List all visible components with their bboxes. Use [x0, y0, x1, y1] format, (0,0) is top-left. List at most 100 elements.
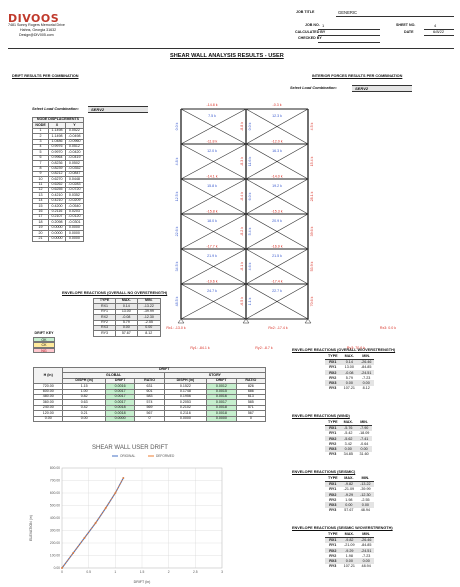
table-cell: RX3 [325, 446, 341, 452]
table-cell: RY1 [329, 365, 337, 370]
right-env-table-title: ENVELOPE REACTIONS (OVERALL W/OVERSTRENG… [292, 348, 396, 352]
chart-title: SHEAR WALL USER DRIFT [92, 445, 168, 451]
table-cell: RY1 [329, 431, 337, 436]
frame-brace-force: 18.0 k [207, 219, 217, 223]
table-cell: 57.67 [344, 508, 354, 513]
frame-column-force: 4.5 k [310, 122, 314, 130]
right-env-header: MIN. [355, 420, 373, 426]
right-env-table: TYPE MAX. MIN. RX1 0.14 -26.46 RY1 13.00 -84.85 R… [325, 354, 375, 391]
table-cell: 0.00 [357, 558, 375, 564]
chart-point [61, 567, 63, 569]
frame-brace-force: 16.3 k [272, 149, 282, 153]
frame-column-force: 15.4 k [310, 156, 314, 166]
frame-brace-force: 19.2 k [272, 184, 282, 188]
right-env-row: RX2 -9.29 -12.30 [325, 491, 374, 498]
drift-section-title: DRIFT RESULTS PER COMBINATION [12, 74, 79, 78]
table-cell: 13.00 [344, 365, 354, 370]
drift-chart: SHEAR WALL USER DRIFT ORIGINAL DEFORMED 0… [29, 445, 223, 584]
date-value: 6/8/22 [433, 29, 445, 34]
right-env-table: TYPE MAX. MIN. RX1 -5.76 -7.90 RY1 -5.42 -18.09 R… [325, 420, 373, 457]
right-env-header: MIN. [357, 354, 375, 360]
frame-beam-force: -12.0 k [272, 140, 283, 144]
frame-top-force: -14.8 k [207, 103, 218, 107]
table-cell: 0.00 [340, 380, 358, 386]
node-table-row: 21 0.0000 0.0000 [31, 235, 85, 243]
frame-brace-force: 12.0 k [207, 149, 217, 153]
chart-ytick-label: 800.00 [50, 466, 60, 470]
chart-point [94, 522, 97, 524]
table-cell: RY3 [329, 508, 337, 513]
combo-select-left[interactable]: SERV2 [88, 106, 148, 113]
table-cell: 0.00 [355, 446, 373, 452]
frame-column-force: 6.0 k [248, 192, 252, 200]
right-env-header: MAX. [340, 354, 358, 360]
frame-brace [245, 178, 309, 215]
right-env-row: RY3 34.85 31.60 [325, 452, 372, 457]
table-cell: 0.0000 [163, 415, 208, 422]
table-cell: 0.00 [340, 558, 358, 564]
frame-brace [245, 213, 309, 250]
right-env-row: RY2 1.98 -7.23 [325, 553, 374, 558]
table-cell: -7.41 [355, 435, 373, 442]
table-cell: 1.98 [345, 553, 353, 558]
combo-select-right[interactable]: SERV2 [352, 85, 412, 92]
frame-column-force: 39.6 k [310, 226, 314, 236]
company-address-line2: Hahns, Georgia 31632 [20, 28, 57, 32]
drift-table-row: 120.00 0.21 0.0018 567 0.2116 0.0018 567 [32, 410, 267, 417]
table-cell: 8.12 [136, 330, 162, 337]
frame-column-force: 28.1 k [310, 191, 314, 201]
table-cell: -5.42 [344, 431, 353, 436]
table-cell: -84.85 [360, 365, 372, 370]
table-cell: 21 [31, 235, 50, 243]
frame-brace-force: 15.8 k [207, 184, 217, 188]
right-env-table-title: ENVELOPE REACTIONS (SEISMIC) [292, 470, 356, 474]
job-title-label: JOB TITLE [296, 10, 315, 14]
right-env-row: RY3 107.21 8.12 [325, 386, 374, 391]
table-cell: -18.09 [358, 431, 370, 436]
right-env-row: RY1 13.00 -84.85 [325, 365, 374, 370]
frame-beam-force: -11.8 k [207, 140, 218, 144]
frame-beam-force: -17.4 k [272, 280, 283, 284]
table-cell: -13.22 [357, 481, 374, 487]
table-cell: -26.46 [357, 537, 375, 543]
table-cell: -24.51 [357, 547, 375, 554]
right-env-header: TYPE [325, 532, 341, 538]
right-env-header: MAX. [340, 476, 358, 482]
frame-support [242, 318, 250, 324]
table-cell: 0.0000 [206, 415, 237, 422]
table-cell: -24.51 [357, 369, 375, 376]
table-cell: -9.82 [340, 537, 358, 543]
combo-select-left-value: SERV2 [91, 107, 105, 112]
frame-reaction-y: Ry3: 70.6 k [347, 346, 365, 350]
table-cell: 0.00 [357, 502, 374, 508]
chart-xtick-label: 0 [61, 570, 63, 574]
node-table-row: 4 0.9976 0.0512 [31, 143, 85, 151]
frame-reaction-x: Rx2: -17.4 k [268, 326, 288, 330]
right-env-row: RY1 -21.09 -39.99 [325, 487, 374, 492]
select-combo-label-left: Select Load Combination: [32, 107, 79, 111]
drift-table-row: 240.00 0.42 0.0018 569 0.2102 0.0018 571 [32, 404, 267, 412]
right-env-row: RX1 -9.82 -26.46 [325, 537, 375, 543]
select-combo-label-right: Select Load Combination: [290, 86, 337, 90]
right-env-table: TYPE MAX. MIN. RX1 -9.82 -26.46 RY1 -21.09 -84.8… [325, 532, 375, 569]
frame-column-force: -8.2 k [240, 227, 244, 236]
right-env-row: RY2 1.98 -2.55 [325, 497, 374, 502]
right-env-header: MIN. [357, 476, 374, 482]
chart-ytick-label: 100.00 [50, 554, 60, 558]
frame-beam-force: -14.0 k [272, 175, 283, 179]
table-cell: RX2 [325, 435, 341, 442]
right-env-row: RX2 -5.62 -7.41 [325, 435, 373, 442]
frame-brace-force: 21.9 k [207, 254, 217, 258]
chart-xtick-label: 0.5 [86, 570, 91, 574]
table-cell: RX1 [325, 481, 341, 487]
table-cell: 0.00 [340, 502, 358, 508]
drift-key-ng: NG [33, 347, 55, 353]
table-cell: -21.09 [344, 543, 355, 548]
table-cell: RX3 [325, 502, 341, 508]
chart-point [122, 477, 125, 479]
calculated-by-label: CALCULATED BY [295, 29, 326, 34]
job-no-label: JOB NO. [305, 23, 320, 27]
right-env-header-row: TYPE MAX. MIN. [325, 420, 373, 426]
frame-brace [180, 248, 247, 285]
frame-reaction-x: Rx3: 0.0 k [380, 326, 396, 330]
